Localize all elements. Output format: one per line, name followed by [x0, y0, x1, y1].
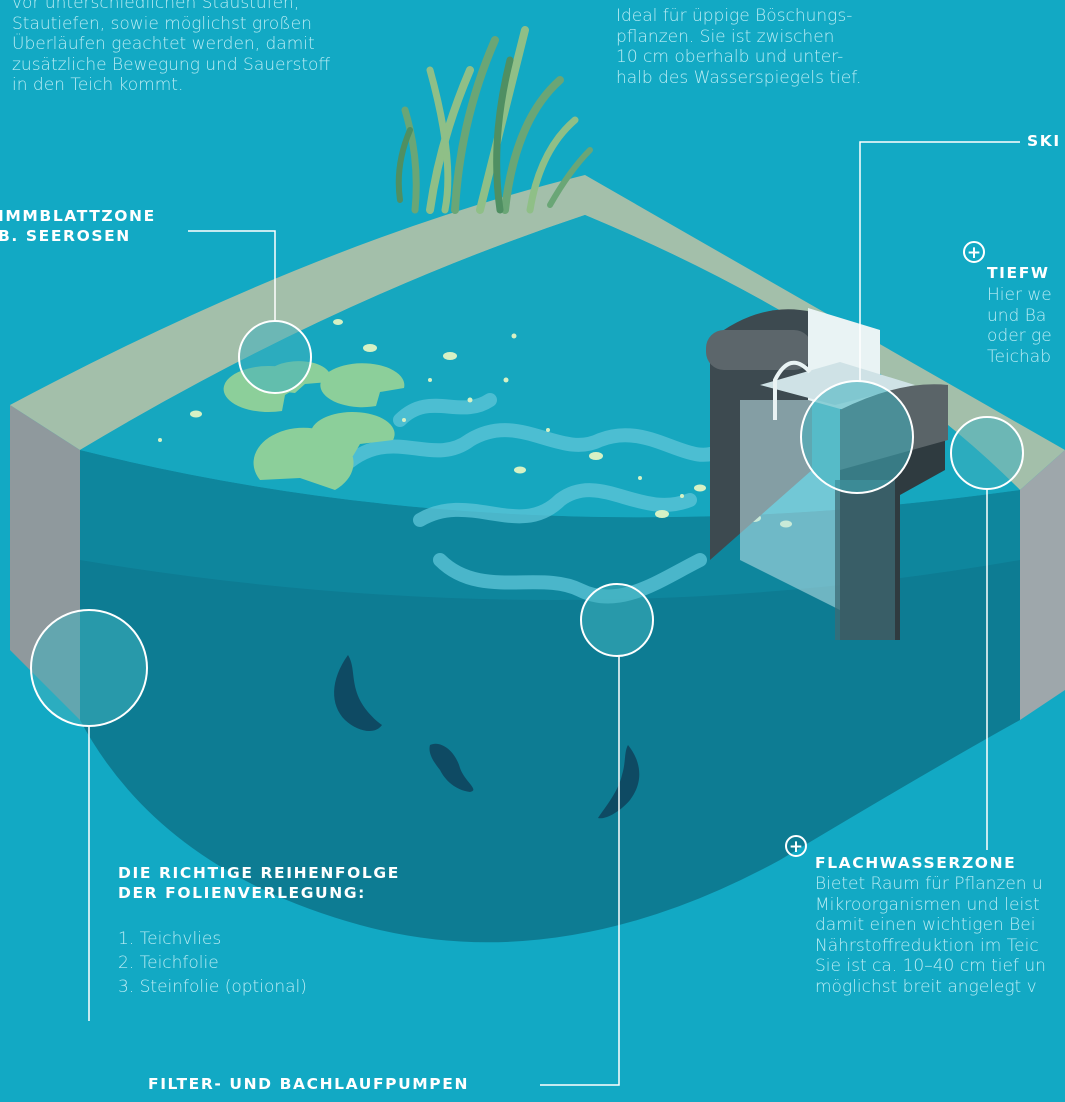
intro-right-text: Ideal für üppige Böschungs- pflanzen. Si… — [616, 6, 862, 88]
list-item: 1. Teichvlies — [118, 929, 222, 949]
flachwasser-plus-icon[interactable]: + — [785, 835, 807, 857]
list-item: 3. Steinfolie (optional) — [118, 977, 307, 997]
tiefwasserzone-text: Hier we und Ba oder ge Teichab — [987, 285, 1052, 367]
water-current — [333, 393, 727, 604]
reeds — [395, 26, 593, 214]
right-wall — [1020, 450, 1065, 720]
skimmer-heading: SKI — [1027, 132, 1061, 150]
leader-lines — [88, 141, 1020, 1086]
list-item: 2. Teichfolie — [118, 953, 219, 973]
flachwasserzone-text: Bietet Raum für Pflanzen u Mikroorganism… — [815, 874, 1046, 997]
tiefwasserzone-heading: TIEFW — [987, 264, 1050, 282]
callout-circles — [30, 320, 1024, 727]
tiefwasser-plus-icon[interactable]: + — [963, 241, 985, 263]
filter-pumpen-heading: FILTER- UND BACHLAUFPUMPEN — [148, 1075, 470, 1093]
schwimmblattzone-heading: IMMBLATTZONE B. SEEROSEN — [0, 207, 156, 245]
fish — [334, 655, 640, 819]
flachwasserzone-heading: FLACHWASSERZONE — [815, 854, 1017, 872]
folienverlegung-heading: DIE RICHTIGE REIHENFOLGE DER FOLIENVERLE… — [118, 864, 400, 902]
intro-left-text: vor unterschiedlichen Staustufen, Stauti… — [12, 0, 331, 95]
